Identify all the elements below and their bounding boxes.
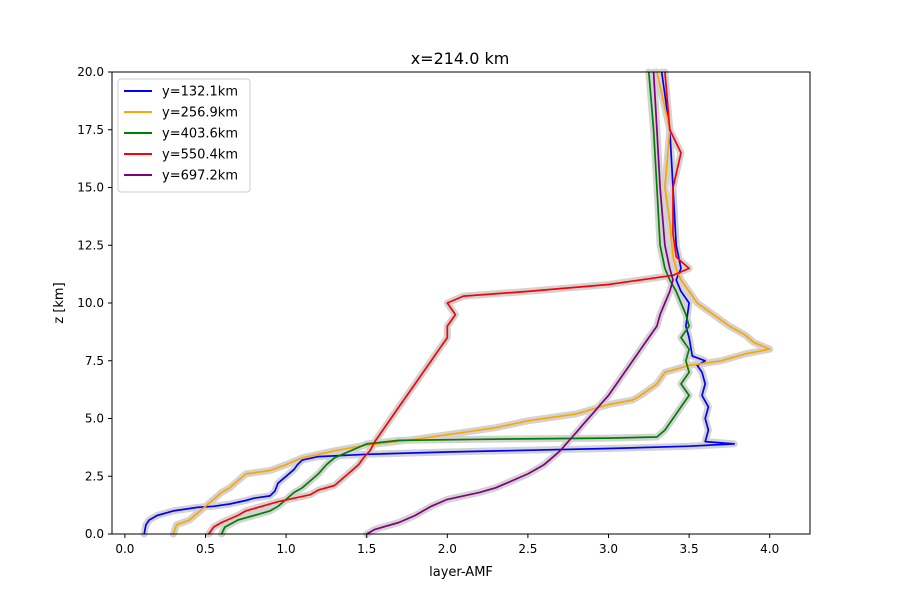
x-tick-label: 3.5 (680, 542, 699, 556)
y-axis-ticks: 0.0 2.5 5.0 7.5 10.0 12.5 15.0 17.5 20.0 (77, 65, 112, 541)
x-tick-label: 0.0 (115, 542, 134, 556)
y-tick-label: 12.5 (77, 238, 104, 252)
y-axis-label: z [km] (52, 282, 67, 323)
chart-title: x=214.0 km (411, 49, 510, 68)
x-tick-label: 1.5 (357, 542, 376, 556)
series-lines (143, 71, 771, 535)
legend-label-3: y=403.6km (162, 127, 238, 142)
y-tick-label: 0.0 (85, 527, 104, 541)
x-tick-label: 2.0 (438, 542, 457, 556)
x-axis-ticks: 0.0 0.5 1.0 1.5 2.0 2.5 3.0 3.5 4.0 (115, 534, 779, 556)
y-tick-label: 10.0 (77, 296, 104, 310)
series-line-2 (172, 71, 771, 535)
legend-label-1: y=132.1km (162, 85, 238, 100)
series-line-1 (143, 71, 736, 535)
series-line-3 (220, 71, 690, 535)
legend-label-4: y=550.4km (162, 148, 238, 163)
x-tick-label: 2.5 (518, 542, 537, 556)
legend-label-2: y=256.9km (162, 106, 238, 121)
series-line-5 (366, 71, 674, 535)
x-tick-label: 1.0 (277, 542, 296, 556)
x-tick-label: 3.0 (599, 542, 618, 556)
y-tick-label: 2.5 (85, 469, 104, 483)
y-tick-label: 5.0 (85, 412, 104, 426)
y-tick-label: 17.5 (77, 123, 104, 137)
series-line-4 (208, 71, 690, 535)
x-tick-label: 4.0 (760, 542, 779, 556)
y-tick-label: 7.5 (85, 354, 104, 368)
legend: y=132.1km y=256.9km y=403.6km y=550.4km y=69… (117, 78, 251, 193)
y-tick-label: 15.0 (77, 181, 104, 195)
legend-label-5: y=697.2km (162, 169, 238, 184)
x-axis-label: layer-AMF (429, 565, 493, 580)
legend-box (117, 78, 251, 193)
y-tick-label: 20.0 (77, 65, 104, 79)
x-tick-label: 0.5 (196, 542, 215, 556)
